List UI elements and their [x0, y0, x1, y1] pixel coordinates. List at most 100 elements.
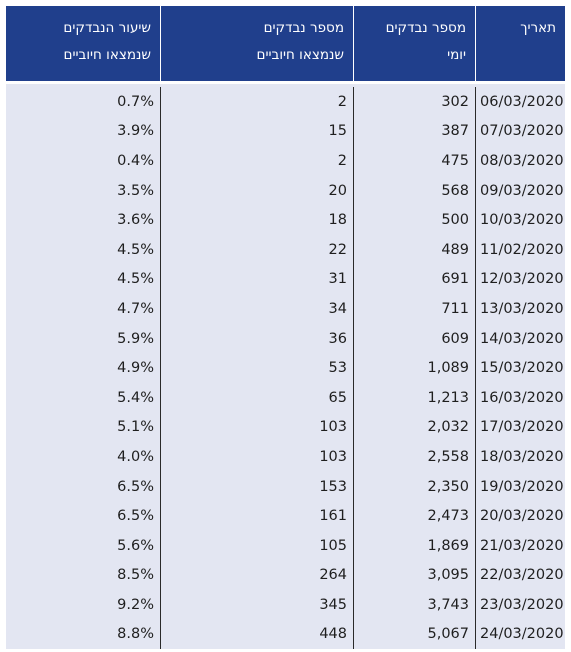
- positive-tests-cell: 15: [160, 116, 353, 147]
- positive-tests-cell: 264: [160, 560, 353, 591]
- table-row: 20/03/2020 2,473 161 6.5%: [6, 501, 565, 531]
- header-positive-tests: מספר נבדקים שנמצאו חיוביים: [160, 6, 353, 81]
- daily-tests-cell: 1,213: [353, 382, 475, 413]
- positive-rate-cell: 4.0%: [117, 448, 154, 465]
- positive-tests-cell: 153: [160, 471, 353, 502]
- date-cell: 18/03/2020: [475, 442, 565, 472]
- header-daily-line-1: מספר נבדקים: [385, 20, 466, 36]
- positive-rate-cell: 8.8%: [117, 626, 154, 643]
- daily-tests-cell: 489: [353, 234, 475, 265]
- header-rate-line-2: שנמצאו חיוביים: [63, 47, 151, 63]
- table-row: 16/03/2020 1,213 65 5.4%: [6, 382, 565, 413]
- positive-rate-cell: 5.4%: [117, 389, 154, 406]
- positive-tests-cell: 34: [160, 294, 353, 324]
- tests-table: תאריך מספר נבדקים יומי מספר נבדקים שנמצא…: [6, 6, 565, 650]
- positive-rate-cell: 3.5%: [117, 182, 154, 199]
- positive-tests-cell: 53: [160, 353, 353, 383]
- table-row: 10/03/2020 500 18 3.6%: [6, 205, 565, 235]
- positive-rate-cell: 6.5%: [117, 478, 154, 495]
- positive-tests-cell: 2: [160, 87, 353, 117]
- positive-tests-cell: 20: [160, 175, 353, 206]
- daily-tests-cell: 2,473: [353, 501, 475, 531]
- table-row: 22/03/2020 3,095 264 8.5%: [6, 560, 565, 591]
- date-cell: 16/03/2020: [475, 382, 565, 413]
- date-cell: 11/02/2020: [475, 234, 565, 265]
- positive-rate-cell: 5.6%: [117, 537, 154, 554]
- daily-tests-cell: 3,743: [353, 590, 475, 620]
- table-row: 23/03/2020 3,743 345 9.2%: [6, 590, 565, 620]
- positive-rate-cell: 3.9%: [117, 123, 154, 140]
- date-cell: 20/03/2020: [475, 501, 565, 531]
- positive-rate-cell: 0.4%: [117, 152, 154, 169]
- positive-tests-cell: 18: [160, 205, 353, 235]
- positive-rate-cell: 4.7%: [117, 300, 154, 317]
- daily-tests-cell: 387: [353, 116, 475, 147]
- header-positive-line-1: מספר נבדקים: [263, 20, 344, 36]
- positive-tests-cell: 36: [160, 323, 353, 354]
- table-row: 14/03/2020 609 36 5.9%: [6, 323, 565, 354]
- table-header: תאריך מספר נבדקים יומי מספר נבדקים שנמצא…: [6, 6, 565, 84]
- positive-tests-cell: 345: [160, 590, 353, 620]
- date-cell: 08/03/2020: [475, 146, 565, 176]
- header-rate-line-1: שיעור הנבדקים: [63, 20, 151, 36]
- table-row: 11/02/2020 489 22 4.5%: [6, 234, 565, 265]
- date-cell: 24/03/2020: [475, 619, 565, 650]
- header-date-line-1: תאריך: [520, 20, 556, 36]
- date-cell: 15/03/2020: [475, 353, 565, 383]
- table-row: 17/03/2020 2,032 103 5.1%: [6, 412, 565, 443]
- positive-rate-cell: 6.5%: [117, 508, 154, 525]
- daily-tests-cell: 1,869: [353, 530, 475, 561]
- table-row: 24/03/2020 5,067 448 8.8%: [6, 619, 565, 650]
- positive-rate-cell: 3.6%: [117, 212, 154, 229]
- positive-rate-cell: 8.5%: [117, 567, 154, 584]
- positive-tests-cell: 31: [160, 264, 353, 295]
- table-row: 21/03/2020 1,869 105 5.6%: [6, 530, 565, 561]
- date-cell: 23/03/2020: [475, 590, 565, 620]
- date-cell: 09/03/2020: [475, 175, 565, 206]
- daily-tests-cell: 568: [353, 175, 475, 206]
- daily-tests-cell: 5,067: [353, 619, 475, 650]
- positive-tests-cell: 103: [160, 412, 353, 443]
- positive-tests-cell: 103: [160, 442, 353, 472]
- positive-rate-cell: 9.2%: [117, 596, 154, 613]
- daily-tests-cell: 2,558: [353, 442, 475, 472]
- daily-tests-cell: 3,095: [353, 560, 475, 591]
- table-body: 06/03/2020 302 2 0.7% 07/03/2020 387 15 3.9% 08/…: [6, 84, 565, 650]
- header-positive-line-2: שנמצאו חיוביים: [256, 47, 344, 63]
- daily-tests-cell: 500: [353, 205, 475, 235]
- table-row: 06/03/2020 302 2 0.7%: [6, 87, 565, 117]
- date-cell: 21/03/2020: [475, 530, 565, 561]
- date-cell: 19/03/2020: [475, 471, 565, 502]
- date-cell: 12/03/2020: [475, 264, 565, 295]
- date-cell: 22/03/2020: [475, 560, 565, 591]
- header-daily-line-2: יומי: [447, 47, 466, 63]
- table-row: 09/03/2020 568 20 3.5%: [6, 175, 565, 206]
- daily-tests-cell: 2,032: [353, 412, 475, 443]
- date-cell: 10/03/2020: [475, 205, 565, 235]
- positive-rate-cell: 5.1%: [117, 419, 154, 436]
- positive-tests-cell: 448: [160, 619, 353, 650]
- table-row: 19/03/2020 2,350 153 6.5%: [6, 471, 565, 502]
- positive-tests-cell: 105: [160, 530, 353, 561]
- table-row: 15/03/2020 1,089 53 4.9%: [6, 353, 565, 383]
- positive-tests-cell: 161: [160, 501, 353, 531]
- header-positive-rate: שיעור הנבדקים שנמצאו חיוביים: [6, 6, 160, 81]
- positive-tests-cell: 2: [160, 146, 353, 176]
- positive-tests-cell: 65: [160, 382, 353, 413]
- date-cell: 07/03/2020: [475, 116, 565, 147]
- date-cell: 14/03/2020: [475, 323, 565, 354]
- daily-tests-cell: 691: [353, 264, 475, 295]
- daily-tests-cell: 2,350: [353, 471, 475, 502]
- positive-rate-cell: 4.9%: [117, 360, 154, 377]
- daily-tests-cell: 609: [353, 323, 475, 354]
- table-row: 07/03/2020 387 15 3.9%: [6, 116, 565, 147]
- daily-tests-cell: 302: [353, 87, 475, 117]
- daily-tests-cell: 1,089: [353, 353, 475, 383]
- date-cell: 13/03/2020: [475, 294, 565, 324]
- positive-rate-cell: 0.7%: [117, 93, 154, 110]
- positive-rate-cell: 4.5%: [117, 271, 154, 288]
- table-row: 12/03/2020 691 31 4.5%: [6, 264, 565, 295]
- daily-tests-cell: 711: [353, 294, 475, 324]
- date-cell: 06/03/2020: [475, 87, 565, 117]
- positive-rate-cell: 4.5%: [117, 241, 154, 258]
